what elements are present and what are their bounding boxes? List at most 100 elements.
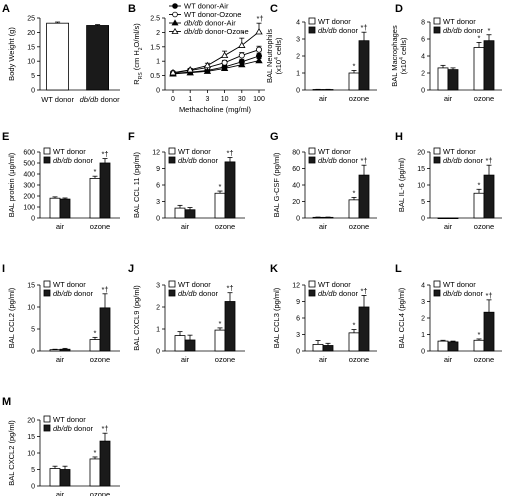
bar	[348, 199, 360, 219]
legend-swatch	[308, 289, 316, 297]
significance-mark: *†	[101, 424, 108, 433]
bar	[483, 40, 495, 91]
panel-i: I 0 5 10 15 BAL CCL2 (pg/ml) air ozone * *† WT don…	[2, 263, 120, 364]
data-point	[255, 56, 263, 64]
panel-g: G 0 20 40 60 80 BAL G-CSF (pg/ml) air ozone * *† WT…	[270, 131, 377, 231]
y-tick-label: 100	[23, 205, 35, 212]
legend-label: db/db donor-Air	[184, 19, 236, 28]
x-tick-label: ozone	[90, 355, 110, 364]
y-tick-label: 500	[23, 161, 35, 168]
significance-mark: *	[219, 319, 222, 328]
panel-letter: A	[2, 3, 10, 15]
x-tick-label: WT donor	[41, 95, 74, 104]
y-axis-label-units: (x104 cells)	[274, 37, 283, 74]
legend-swatch	[308, 147, 316, 155]
x-tick-label: air	[181, 222, 190, 231]
y-tick-label: 5	[421, 199, 425, 206]
y-tick-label: 20	[27, 418, 35, 425]
significance-mark: *	[94, 448, 97, 457]
x-tick-label: air	[56, 222, 65, 231]
y-tick-label: 15	[417, 166, 425, 173]
significance-mark: *	[488, 26, 491, 35]
y-axis-label: Body Weight (g)	[7, 27, 16, 81]
data-point	[169, 68, 177, 76]
y-tick-label: 200	[23, 194, 35, 201]
y-tick-label: 60	[292, 166, 300, 173]
y-tick-label: 6	[421, 37, 425, 44]
data-point	[186, 66, 194, 73]
legend-swatch	[433, 147, 441, 155]
y-tick-label: 400	[23, 172, 35, 179]
panel-k: K 0 3 6 9 12 BAL CCL3 (pg/ml) air ozone * *† WT don…	[270, 263, 377, 364]
y-tick-label: 2	[296, 54, 300, 61]
y-axis-label: BAL CXCL2 (pg/ml)	[7, 420, 16, 486]
y-tick-label: 1	[296, 71, 300, 78]
legend-label: db/db donor	[178, 156, 219, 165]
y-tick-label: 1	[156, 59, 160, 66]
bar	[358, 40, 370, 91]
y-tick-label: 0.5	[150, 73, 160, 80]
y-tick-label: 3	[296, 37, 300, 44]
bar	[89, 339, 101, 352]
panel-d: D 0 2 4 6 8 BAL Macrophages (x104 cells) air ozon…	[390, 3, 502, 103]
bar	[184, 209, 196, 219]
legend-swatch	[168, 156, 176, 164]
y-tick-label: 1.5	[150, 44, 160, 51]
x-tick-label: air	[444, 94, 453, 103]
bar	[46, 22, 69, 91]
bar	[483, 311, 495, 352]
bar	[224, 301, 236, 352]
bar	[49, 468, 61, 487]
legend-swatch	[308, 26, 316, 34]
y-axis-label: BAL IL-6 (pg/ml)	[397, 157, 406, 212]
bar	[214, 192, 226, 219]
x-tick-label: ozone	[215, 222, 235, 231]
x-tick-label: 10	[221, 96, 229, 103]
panel-e: E 0 100 200 300 400 500 600 BAL protein (μg/ml) a…	[2, 131, 120, 231]
data-point	[203, 61, 212, 69]
panel-f: F 0 3 6 9 12 BAL CCL 11 (pg/ml) air ozone * *† WT d…	[128, 131, 245, 231]
y-tick-label: 0	[31, 216, 35, 223]
panel-letter: L	[395, 263, 402, 275]
y-tick-label: 4	[421, 54, 425, 61]
significance-mark: *†	[360, 286, 367, 295]
bar	[322, 345, 334, 352]
bar	[99, 307, 111, 352]
y-tick-label: 15	[27, 44, 35, 51]
legend-swatch	[43, 147, 51, 155]
legend-label: WT donor	[53, 280, 86, 289]
y-tick-label: 5	[31, 327, 35, 334]
y-tick-label: 0	[31, 349, 35, 356]
panel-letter: J	[128, 263, 134, 275]
x-tick-label: 1	[188, 96, 192, 103]
bar	[437, 217, 449, 220]
x-tick-label: ozone	[349, 222, 369, 231]
x-tick-label: ozone	[90, 490, 110, 496]
legend-marker	[172, 11, 178, 18]
legend-marker	[171, 27, 179, 34]
y-tick-label: 12	[292, 283, 300, 290]
significance-mark: *	[478, 33, 481, 42]
legend-label: WT donor	[178, 280, 211, 289]
legend-label: WT donor	[443, 280, 476, 289]
bar	[59, 348, 71, 352]
significance-mark: *	[219, 182, 222, 191]
data-point	[238, 41, 246, 48]
x-tick-label: 3	[205, 96, 209, 103]
series-line	[172, 49, 260, 74]
panel-l: L 0 1 2 3 4 BAL CCL4 (pg/ml) air ozone * *† WT dono…	[395, 263, 502, 364]
significance-mark: *	[478, 330, 481, 339]
y-tick-label: 0	[421, 88, 425, 95]
y-axis-label: BAL CXCL9 (pg/ml)	[132, 285, 141, 351]
x-tick-label: ozone	[474, 355, 494, 364]
y-tick-label: 2.5	[150, 16, 160, 23]
panel-c: C 0 1 2 3 4 BAL Neutrophils (x104 cells) air ozon…	[265, 3, 377, 103]
bar	[49, 197, 61, 219]
bar	[174, 207, 186, 219]
significance-mark: *†	[226, 284, 233, 293]
y-tick-label: 10	[27, 59, 35, 66]
legend-label: db/db donor-Ozone	[184, 27, 249, 36]
data-point	[255, 46, 262, 53]
y-axis-label: BAL protein (μg/ml)	[7, 152, 16, 217]
